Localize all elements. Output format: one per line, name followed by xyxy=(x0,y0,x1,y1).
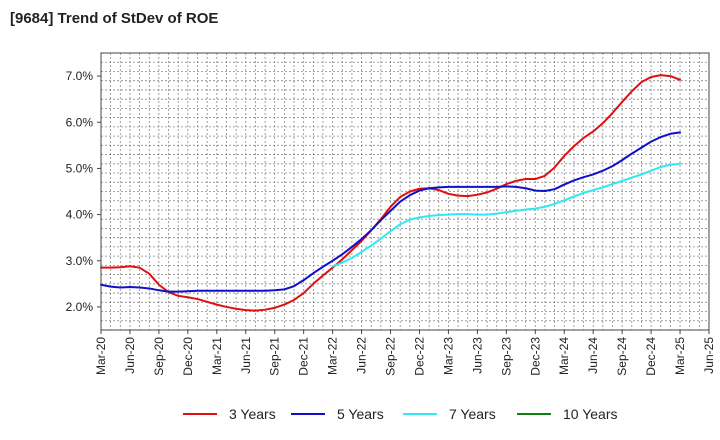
x-tick-label: Jun-22 xyxy=(355,337,369,374)
y-tick-label: 4.0% xyxy=(66,208,94,222)
y-tick-label: 5.0% xyxy=(66,161,94,175)
legend: 3 Years 5 Years 7 Years 10 Years xyxy=(0,404,720,424)
y-tick-label: 6.0% xyxy=(66,115,94,129)
line-chart: 2.0% 3.0% 4.0% 5.0% 6.0% 7.0% Mar-20 Jun-20 Sep… xyxy=(66,52,716,376)
legend-swatch-10-years xyxy=(517,413,551,415)
x-tick-label: Dec-22 xyxy=(412,337,426,376)
chart-title: [9684] Trend of StDev of ROE xyxy=(10,10,219,27)
series-line-3-years xyxy=(100,74,682,312)
x-tick-label: Mar-22 xyxy=(326,337,340,375)
x-tick-label: Sep-21 xyxy=(268,337,282,376)
x-tick-label: Jun-25 xyxy=(702,337,716,374)
grid xyxy=(101,53,709,330)
legend-label-3-years: 3 Years xyxy=(229,406,276,422)
x-tick-label: Dec-21 xyxy=(297,337,311,376)
x-tick-label: Mar-23 xyxy=(441,337,455,375)
x-tick-label: Mar-20 xyxy=(94,337,108,375)
x-tick-label: Dec-23 xyxy=(528,337,542,376)
legend-label-5-years: 5 Years xyxy=(337,406,384,422)
legend-swatch-7-years xyxy=(403,413,437,415)
legend-label-10-years: 10 Years xyxy=(563,406,618,422)
series-lines xyxy=(100,74,682,312)
x-tick-label: Jun-20 xyxy=(123,337,137,374)
legend-item-10-years: 10 Years xyxy=(517,404,618,424)
x-axis: Mar-20 Jun-20 Sep-20 Dec-20 Mar-21 Jun-21 Sep-… xyxy=(94,330,716,376)
x-tick-label: Sep-23 xyxy=(499,337,513,376)
x-tick-label: Mar-24 xyxy=(557,337,571,375)
series-line-5-years xyxy=(100,131,682,293)
x-tick-label: Sep-22 xyxy=(384,337,398,376)
legend-swatch-5-years xyxy=(291,413,325,415)
plot-frame xyxy=(100,52,710,331)
legend-item-5-years: 5 Years xyxy=(291,404,384,424)
y-axis: 2.0% 3.0% 4.0% 5.0% 6.0% 7.0% xyxy=(66,69,101,314)
x-tick-label: Mar-25 xyxy=(673,337,687,375)
x-tick-label: Sep-20 xyxy=(152,337,166,376)
legend-item-3-years: 3 Years xyxy=(183,404,276,424)
y-tick-label: 3.0% xyxy=(66,254,94,268)
x-tick-label: Dec-24 xyxy=(644,337,658,376)
x-tick-label: Sep-24 xyxy=(615,337,629,376)
legend-swatch-3-years xyxy=(183,413,217,415)
x-tick-label: Jun-23 xyxy=(470,337,484,374)
y-tick-label: 7.0% xyxy=(66,69,94,83)
legend-label-7-years: 7 Years xyxy=(449,406,496,422)
x-tick-label: Dec-20 xyxy=(181,337,195,376)
series-line-7-years xyxy=(331,162,682,268)
x-tick-label: Mar-21 xyxy=(210,337,224,375)
y-tick-label: 2.0% xyxy=(66,300,94,314)
x-tick-label: Jun-21 xyxy=(239,337,253,374)
x-tick-label: Jun-24 xyxy=(586,337,600,374)
legend-item-7-years: 7 Years xyxy=(403,404,496,424)
